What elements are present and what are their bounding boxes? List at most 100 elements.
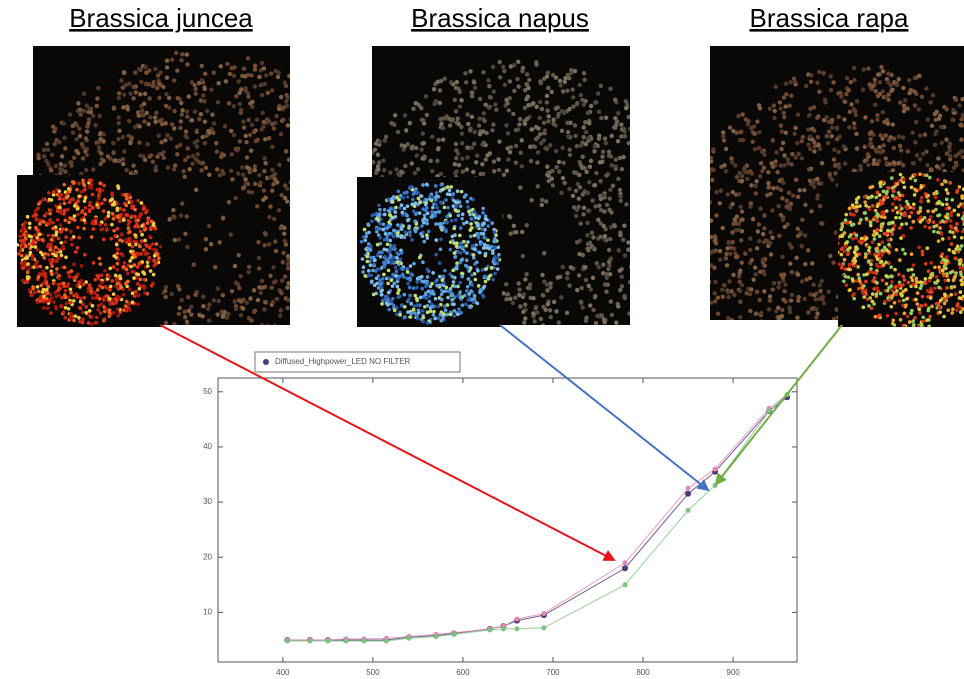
seed: [671, 176, 675, 180]
seed: [272, 217, 276, 221]
seed: [281, 260, 285, 264]
seed: [780, 321, 784, 325]
seed-image: [16, 175, 163, 327]
seed: [818, 356, 822, 360]
seed: [481, 129, 485, 133]
seed: [755, 119, 759, 123]
seed: [324, 342, 328, 346]
seed: [58, 171, 62, 175]
seed: [725, 246, 729, 250]
seed: [117, 186, 121, 190]
seed: [587, 284, 591, 288]
seed: [277, 163, 281, 167]
seed: [639, 251, 643, 255]
seed: [572, 332, 576, 336]
seed: [94, 348, 98, 352]
seed: [151, 160, 155, 164]
seed: [757, 146, 761, 150]
seed: [539, 360, 543, 364]
seed: [541, 328, 545, 332]
seed: [819, 368, 823, 372]
seed: [19, 249, 23, 253]
seed: [854, 132, 858, 136]
seed: [496, 157, 500, 161]
seed: [82, 109, 86, 113]
seed: [61, 245, 65, 249]
seed: [303, 200, 307, 204]
seed: [279, 95, 283, 99]
seed: [619, 324, 623, 328]
seed: [648, 250, 652, 254]
seed: [37, 290, 41, 294]
seed: [913, 140, 917, 144]
seed: [891, 122, 895, 126]
seed: [546, 302, 550, 306]
seed: [646, 229, 650, 233]
seed: [332, 144, 336, 148]
seed: [803, 203, 807, 207]
seed: [423, 346, 427, 350]
seed: [70, 269, 74, 273]
seed: [28, 242, 32, 246]
seed: [557, 160, 561, 164]
seed: [472, 142, 476, 146]
seed: [124, 83, 128, 87]
seed: [721, 130, 725, 134]
seed: [959, 350, 963, 354]
seed: [679, 277, 683, 281]
seed: [718, 257, 722, 261]
seed: [233, 336, 237, 340]
seed: [593, 183, 597, 187]
seed: [627, 141, 631, 145]
seed: [616, 139, 620, 143]
seed: [754, 191, 758, 195]
seed: [566, 130, 570, 134]
seed: [464, 80, 468, 84]
seed: [230, 336, 234, 340]
seed: [887, 138, 891, 142]
seed: [950, 349, 954, 353]
seed: [233, 299, 237, 303]
seed: [830, 118, 834, 122]
seed: [154, 227, 158, 231]
seed: [714, 241, 718, 245]
seed: [349, 130, 353, 134]
seed: [636, 154, 640, 158]
seed: [517, 122, 521, 126]
seed: [136, 253, 140, 257]
seed: [200, 370, 204, 374]
seed: [610, 134, 614, 138]
seed: [94, 141, 98, 145]
seed: [875, 328, 879, 332]
seed: [925, 374, 929, 378]
seed: [736, 114, 740, 118]
seed: [892, 136, 896, 140]
seed: [300, 333, 304, 337]
seed: [947, 339, 951, 343]
seed: [705, 268, 709, 272]
seed: [640, 160, 644, 164]
seed: [363, 168, 367, 172]
seed: [290, 373, 294, 377]
seed: [854, 330, 858, 334]
seed: [143, 206, 147, 210]
seed: [321, 137, 325, 141]
seed: [493, 102, 497, 106]
seed: [796, 227, 800, 231]
seed: [130, 200, 134, 204]
seed: [161, 345, 165, 349]
seed: [201, 93, 205, 97]
seed: [458, 104, 462, 108]
seed: [28, 226, 32, 230]
seed: [640, 145, 644, 149]
seed: [42, 256, 46, 260]
seed: [199, 335, 203, 339]
seed: [342, 194, 346, 198]
seed: [901, 86, 905, 90]
seed: [125, 309, 129, 313]
seed: [228, 72, 232, 76]
seed: [526, 103, 530, 107]
seed: [150, 329, 154, 333]
seed: [153, 402, 157, 406]
seed: [583, 120, 587, 124]
